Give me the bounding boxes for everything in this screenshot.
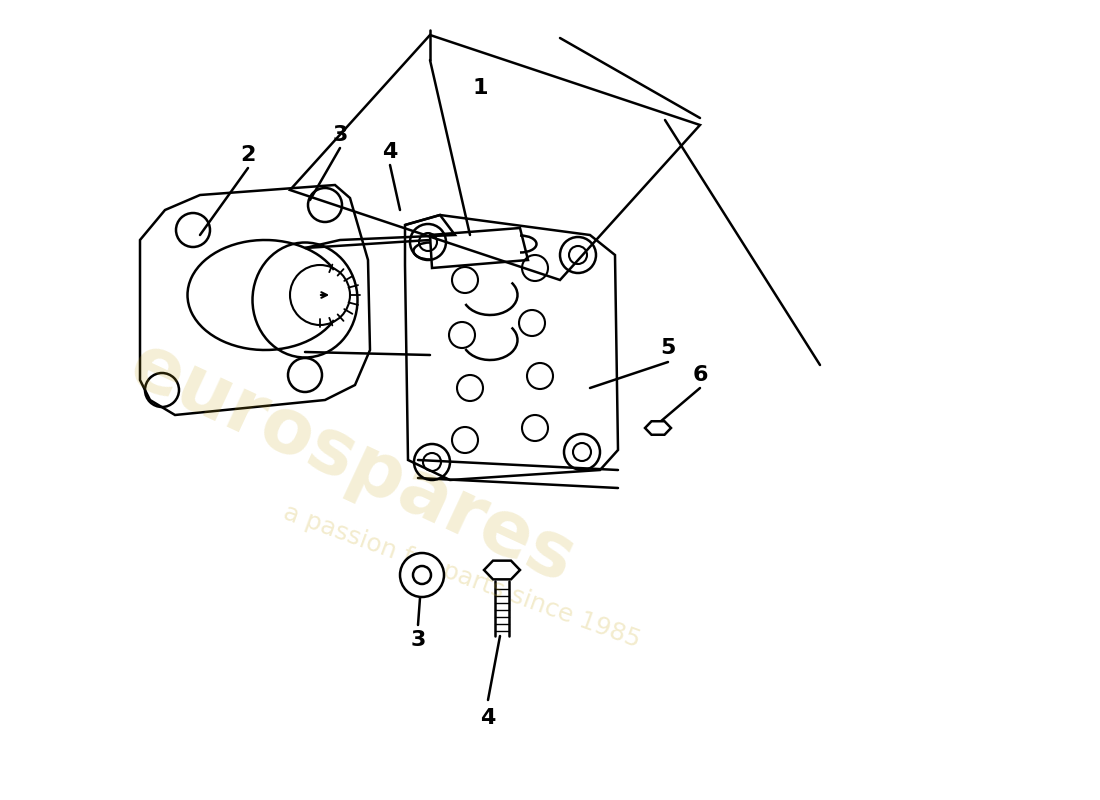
Text: a passion for parts since 1985: a passion for parts since 1985	[280, 500, 644, 652]
Polygon shape	[645, 422, 671, 434]
Text: 3: 3	[332, 125, 348, 145]
Text: 1: 1	[472, 78, 487, 98]
Text: eurospares: eurospares	[118, 329, 586, 599]
Text: 6: 6	[692, 365, 707, 385]
Text: 3: 3	[410, 630, 426, 650]
Text: 5: 5	[660, 338, 675, 358]
Text: 2: 2	[240, 145, 255, 165]
Text: 4: 4	[481, 708, 496, 728]
Circle shape	[400, 553, 444, 597]
Polygon shape	[484, 561, 520, 579]
Text: 4: 4	[383, 142, 398, 162]
